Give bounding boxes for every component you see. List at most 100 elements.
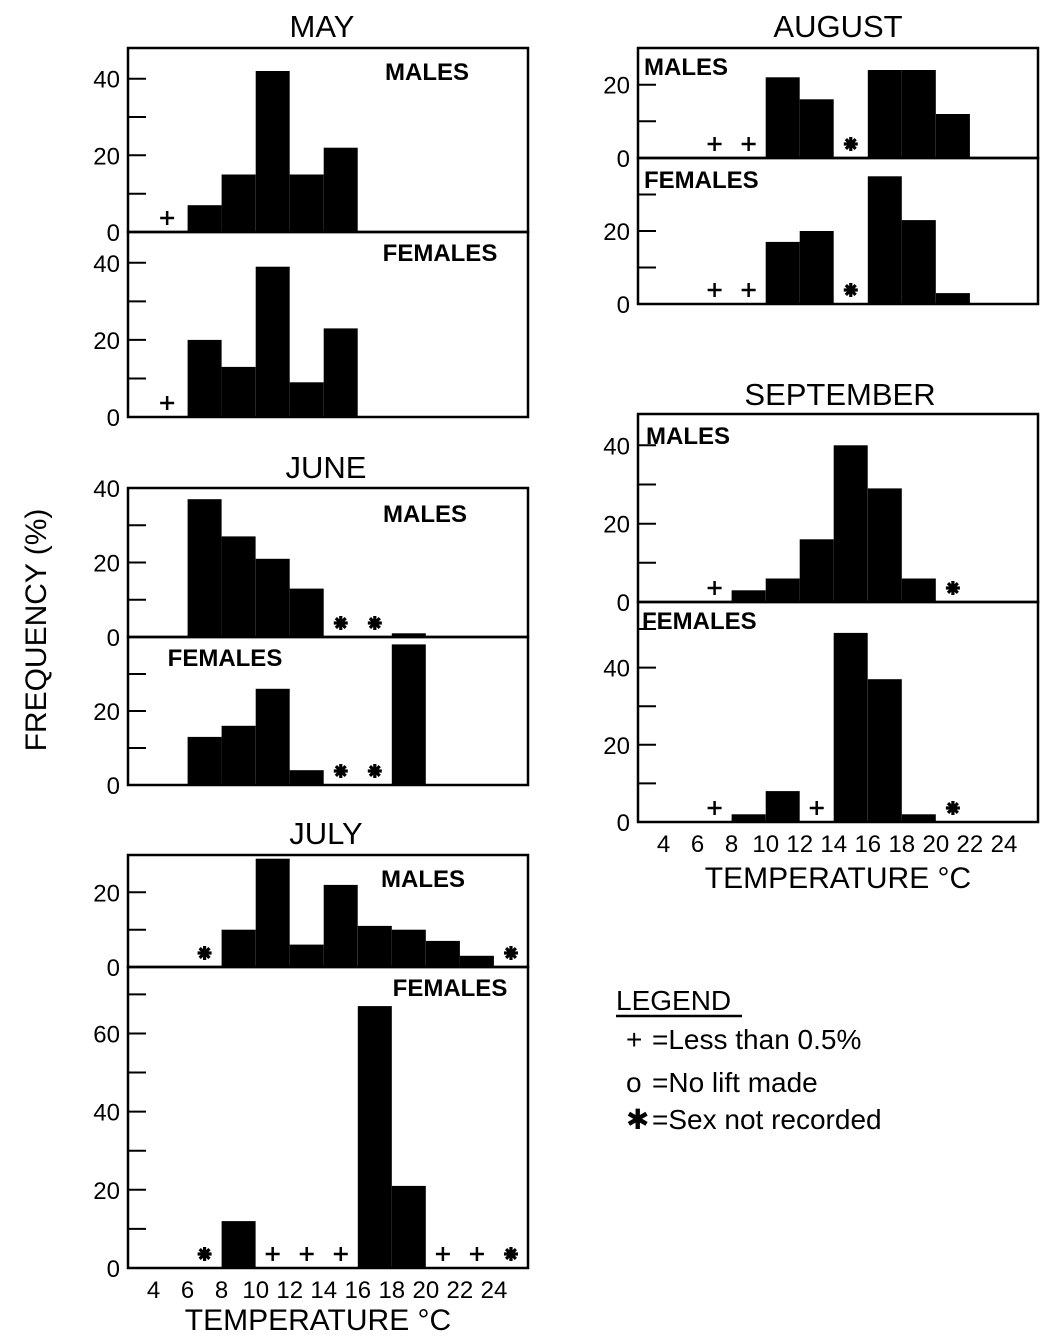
x-tick-label-september-females-16: 16	[854, 831, 881, 858]
x-tick-label-september-females-24: 24	[991, 831, 1018, 858]
y-tick-label-may-males-0: 0	[107, 220, 120, 247]
x-tick-label-july-females-24: 24	[481, 1277, 508, 1304]
y-tick-label-july-females-40: 40	[93, 1100, 120, 1127]
plus-marker-august-females-1	[741, 283, 756, 297]
x-axis-title-right: TEMPERATURE °C	[705, 862, 971, 895]
y-tick-label-september-males-20: 20	[603, 512, 630, 539]
bar-july-males-16-18	[357, 925, 392, 967]
plus-marker-july-females-3	[333, 1247, 348, 1261]
x-tick-label-september-females-8: 8	[725, 831, 738, 858]
legend-item-circle: o =No lift made	[626, 1067, 818, 1098]
x-tick-label-september-females-18: 18	[888, 831, 915, 858]
legend-circle-text: =No lift made	[652, 1067, 818, 1098]
bar-august-females-16-18	[867, 176, 902, 305]
bar-july-males-14-16	[323, 884, 358, 967]
x-tick-label-september-females-6: 6	[691, 831, 704, 858]
series-label-september-males: MALES	[646, 423, 730, 450]
x-tick-label-july-females-14: 14	[310, 1277, 337, 1304]
bar-july-males-8-10	[221, 929, 256, 967]
plus-marker-may-females-0	[160, 396, 175, 410]
series-label-june-males: MALES	[383, 501, 467, 528]
bar-september-males-10-12	[765, 578, 800, 602]
asterisk-marker-august-males-2	[843, 137, 858, 151]
frame-september-females	[636, 600, 1040, 824]
series-label-august-females: FEMALES	[644, 167, 759, 194]
bar-august-females-18-20	[901, 220, 936, 304]
bar-september-females-10-12	[765, 791, 800, 822]
legend-item-plus: + =Less than 0.5%	[626, 1024, 861, 1055]
legend-circle-glyph: o	[626, 1067, 642, 1098]
plus-marker-july-females-4	[435, 1247, 450, 1261]
bar-september-females-8-10	[731, 814, 766, 822]
bar-september-males-8-10	[731, 590, 766, 603]
bar-july-males-12-14	[289, 944, 324, 967]
bar-july-females-16-18	[357, 1006, 392, 1268]
plus-marker-may-males-0	[160, 211, 175, 225]
plus-marker-july-females-2	[299, 1247, 314, 1261]
plus-marker-july-females-1	[265, 1247, 280, 1261]
circle-marker-shape	[876, 281, 894, 299]
bar-july-males-18-20	[391, 929, 426, 967]
panel-september-males: 0 20 40 MALES	[603, 412, 1040, 617]
y-tick-label-august-females-0: 0	[617, 292, 630, 319]
bar-august-males-20-22	[935, 114, 970, 158]
asterisk-marker-july-males-0	[197, 946, 212, 960]
x-tick-label-july-females-4: 4	[147, 1277, 160, 1304]
asterisk-marker-july-females-6	[503, 1247, 518, 1261]
bar-august-males-16-18	[867, 70, 902, 158]
bar-september-females-14-16	[833, 632, 868, 822]
panel-june-males: 0 20 40 MALES	[93, 476, 530, 652]
bar-june-females-12-14	[289, 770, 324, 785]
bar-june-females-18-20	[391, 644, 426, 785]
asterisk-marker-june-females-0	[333, 764, 348, 778]
asterisk-marker-stroke-3	[946, 801, 959, 815]
bar-june-females-10-12	[255, 688, 290, 785]
asterisk-marker-stroke-3	[844, 137, 857, 151]
asterisk-marker-stroke-3	[334, 764, 347, 778]
bar-september-males-16-18	[867, 488, 902, 602]
bar-september-females-18-20	[901, 814, 936, 822]
bar-may-males-12-14	[289, 174, 324, 232]
x-tick-label-july-females-10: 10	[242, 1277, 269, 1304]
legend: LEGEND + =Less than 0.5% o =No lift made…	[616, 985, 882, 1135]
bar-may-males-14-16	[323, 147, 358, 232]
y-tick-label-july-males-0: 0	[107, 955, 120, 982]
asterisk-marker-stroke-3	[198, 946, 211, 960]
bar-july-females-18-20	[391, 1185, 426, 1268]
x-tick-label-september-females-10: 10	[752, 831, 779, 858]
bar-august-females-20-22	[935, 293, 970, 304]
asterisk-marker-stroke-3	[844, 283, 857, 297]
asterisk-marker-stroke-3	[198, 1247, 211, 1261]
legend-item-asterisk: ✱ =Sex not recorded	[626, 1104, 882, 1135]
bar-september-males-14-16	[833, 445, 868, 602]
y-tick-label-june-females-20: 20	[93, 699, 120, 726]
panel-august-females: 0 20 FEMALES	[603, 156, 1040, 319]
panel-july-females: 0 20 40 60 FEMALES 4 6 8 10 12 14 16 18 20 22 24	[93, 965, 530, 1304]
x-axis-title-left: TEMPERATURE °C	[185, 1304, 451, 1337]
y-tick-label-july-females-60: 60	[93, 1022, 120, 1049]
circle-marker-august-males-3	[876, 135, 894, 153]
bar-september-males-18-20	[901, 578, 936, 602]
x-tick-label-july-females-8: 8	[215, 1277, 228, 1304]
circle-marker-shape	[876, 135, 894, 153]
bar-may-females-10-12	[255, 266, 290, 417]
x-tick-label-july-females-16: 16	[344, 1277, 371, 1304]
panel-august-males: 0 20 MALES	[603, 46, 1040, 173]
legend-asterisk-text: =Sex not recorded	[652, 1104, 882, 1135]
bar-august-males-18-20	[901, 70, 936, 158]
plus-marker-july-females-5	[469, 1247, 484, 1261]
y-tick-label-june-males-20: 20	[93, 551, 120, 578]
asterisk-marker-stroke-3	[368, 616, 381, 630]
x-tick-label-july-females-12: 12	[276, 1277, 303, 1304]
bar-may-females-14-16	[323, 328, 358, 417]
y-tick-label-june-males-40: 40	[93, 476, 120, 503]
asterisk-marker-june-males-0	[333, 616, 348, 630]
asterisk-marker-stroke-3	[334, 616, 347, 630]
bar-september-males-12-14	[799, 539, 834, 602]
y-axis-title: FREQUENCY (%)	[20, 509, 53, 752]
x-tick-label-september-females-14: 14	[820, 831, 847, 858]
plus-marker-august-males-1	[741, 137, 756, 151]
bar-may-females-6-8	[187, 339, 222, 417]
bar-august-females-10-12	[765, 241, 800, 304]
y-tick-label-august-males-20: 20	[603, 73, 630, 100]
